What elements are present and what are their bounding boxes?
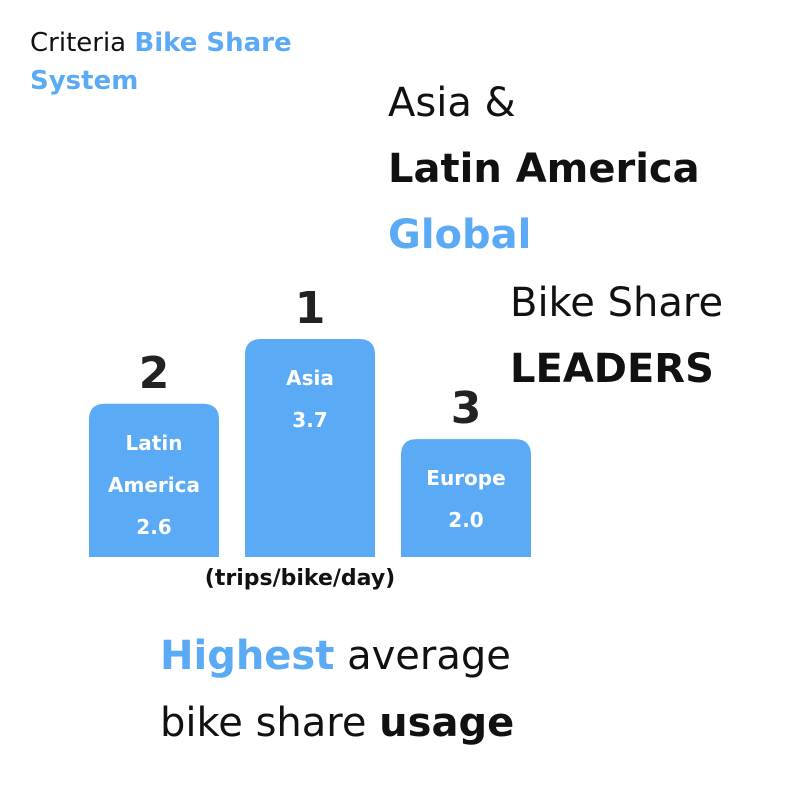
bar-europe xyxy=(401,439,531,557)
podium-chart: 2 Latin America 2.6 1 Asia 3.7 3 Europe 2.0 xyxy=(89,283,531,557)
category-label-latin-america: Latin xyxy=(126,431,183,455)
value-label-latin-america: 2.6 xyxy=(136,515,171,539)
rank-europe: 3 xyxy=(451,383,482,434)
footer-line-2: bike share usage xyxy=(160,700,514,746)
bar-latin-america xyxy=(89,403,219,557)
category-label-latin-america: America xyxy=(108,473,200,497)
footer-line2-start: bike share xyxy=(160,700,380,746)
value-label-asia: 3.7 xyxy=(292,408,327,432)
footer-line1-rest: average xyxy=(334,633,511,679)
headline-line-5: LEADERS xyxy=(510,346,714,392)
value-label-europe: 2.0 xyxy=(448,508,483,532)
headline-line-2: Latin America xyxy=(388,146,700,192)
criteria-label: Criteria Bike Share System xyxy=(30,24,292,100)
footer-line2-bold: usage xyxy=(379,700,515,746)
footer-line-1: Highest average xyxy=(160,633,511,679)
headline-line-4: Bike Share xyxy=(510,280,724,326)
criteria-prefix: Criteria xyxy=(30,28,127,58)
category-label-europe: Europe xyxy=(426,466,505,490)
bar-asia xyxy=(245,339,375,557)
headline-line-1: Asia & xyxy=(388,80,516,126)
rank-latin-america: 2 xyxy=(139,348,170,399)
headline-line-3: Global xyxy=(388,212,532,258)
footer-highlight: Highest xyxy=(160,633,335,679)
rank-asia: 1 xyxy=(295,283,326,334)
criteria-highlight: Bike Share xyxy=(134,28,292,58)
criteria-highlight-2: System xyxy=(30,66,139,96)
category-label-asia: Asia xyxy=(286,366,334,390)
unit-label: (trips/bike/day) xyxy=(204,566,396,591)
